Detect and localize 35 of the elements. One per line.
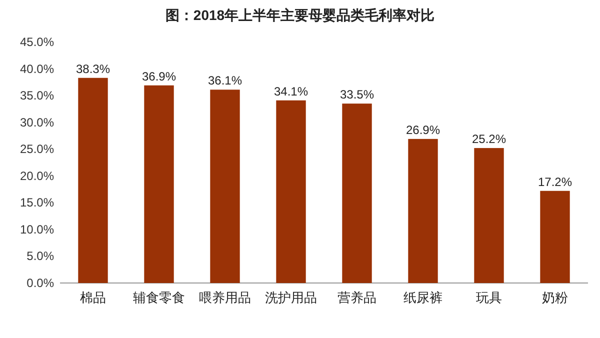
x-tick-label: 辅食零食 bbox=[133, 290, 185, 305]
data-label: 17.2% bbox=[538, 174, 572, 189]
x-tick-label: 棉品 bbox=[80, 290, 106, 305]
x-tick-label: 喂养用品 bbox=[199, 290, 251, 305]
bar bbox=[474, 148, 504, 283]
data-label: 26.9% bbox=[406, 122, 440, 137]
data-label: 33.5% bbox=[340, 88, 374, 102]
y-tick-label: 5.0% bbox=[26, 249, 54, 264]
y-tick-label: 0.0% bbox=[26, 276, 54, 290]
y-tick-label: 20.0% bbox=[20, 168, 54, 183]
x-tick-label: 玩具 bbox=[476, 290, 502, 305]
y-tick-label: 30.0% bbox=[20, 115, 54, 130]
bar bbox=[276, 100, 306, 283]
y-tick-label: 40.0% bbox=[20, 62, 54, 76]
y-tick-label: 45.0% bbox=[20, 35, 54, 49]
y-tick-label: 10.0% bbox=[20, 222, 54, 236]
data-label: 25.2% bbox=[472, 132, 506, 146]
x-tick-label: 奶粉 bbox=[542, 290, 568, 305]
bar bbox=[78, 78, 108, 283]
y-tick-label: 25.0% bbox=[20, 142, 54, 156]
data-label: 36.1% bbox=[208, 74, 242, 88]
bar bbox=[210, 90, 240, 283]
y-tick-label: 35.0% bbox=[20, 88, 54, 103]
data-label: 38.3% bbox=[76, 62, 110, 76]
data-label: 34.1% bbox=[274, 84, 308, 98]
x-tick-label: 洗护用品 bbox=[265, 290, 317, 305]
bar bbox=[540, 190, 570, 283]
x-tick-label: 营养品 bbox=[338, 290, 376, 305]
bar bbox=[144, 85, 174, 283]
chart-title: 图：2018年上半年主要母婴品类毛利率对比 bbox=[165, 7, 435, 23]
y-tick-label: 15.0% bbox=[20, 196, 54, 210]
bar bbox=[342, 104, 372, 283]
data-label: 36.9% bbox=[142, 69, 176, 84]
x-tick-label: 纸尿裤 bbox=[404, 290, 442, 305]
bar bbox=[408, 138, 438, 283]
